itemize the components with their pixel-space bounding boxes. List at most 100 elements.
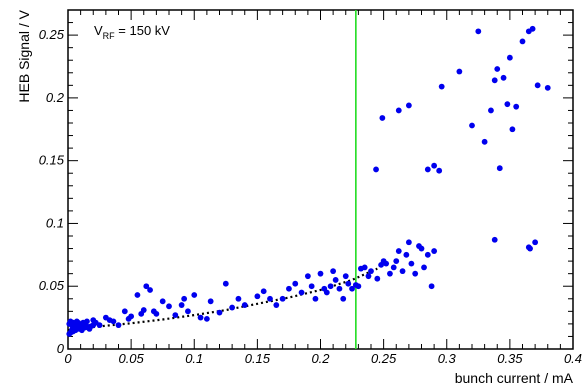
data-point: [506, 54, 513, 61]
data-point: [330, 268, 337, 275]
axis-ticks: [67, 9, 574, 350]
data-point: [185, 308, 191, 315]
data-point: [298, 289, 305, 296]
data-point: [504, 101, 511, 108]
data-point: [368, 268, 374, 275]
data-point: [332, 277, 339, 283]
data-point: [304, 273, 311, 280]
data-point: [395, 107, 402, 114]
data-point: [488, 107, 494, 114]
data-point: [134, 292, 141, 298]
vrf-suffix: = 150 kV: [115, 23, 171, 38]
data-point: [405, 239, 412, 246]
data-point: [496, 165, 503, 172]
data-point: [431, 248, 438, 254]
data-point: [115, 322, 122, 329]
data-point: [147, 287, 153, 293]
x-tick-label: 0.3: [438, 351, 457, 366]
data-point: [110, 318, 117, 325]
vrf-subscript: RF: [103, 31, 115, 41]
data-point: [532, 239, 539, 246]
data-point: [379, 115, 386, 121]
x-tick-label: 0.2: [311, 351, 330, 366]
data-point: [525, 244, 532, 251]
data-point: [143, 283, 150, 290]
x-tick-labels: 0 0.05 0.1 0.15 0.2 0.25 0.3 0.35 0.4: [64, 351, 582, 366]
data-point: [436, 167, 443, 174]
data-point: [387, 270, 393, 277]
x-tick-label: 0: [64, 351, 72, 366]
data-point: [317, 270, 324, 277]
data-point: [519, 38, 526, 45]
vrf-annotation: VRF = 150 kV: [94, 23, 170, 41]
data-point: [308, 283, 315, 290]
data-point: [340, 295, 347, 302]
x-tick-label: 0.4: [564, 351, 582, 366]
data-point: [345, 280, 352, 287]
data-point: [431, 162, 438, 169]
data-point: [286, 285, 292, 292]
data-point: [438, 83, 445, 90]
data-point: [222, 280, 229, 287]
data-point: [140, 307, 147, 313]
x-axis-title: bunch current / mA: [455, 370, 574, 386]
data-point: [336, 285, 343, 292]
data-point: [529, 25, 536, 32]
data-point: [509, 126, 516, 133]
data-point: [491, 77, 498, 84]
data-point: [403, 251, 410, 258]
data-point: [513, 103, 520, 110]
data-point: [327, 283, 334, 290]
data-point: [78, 327, 85, 334]
data-point: [500, 74, 507, 81]
data-point: [181, 295, 188, 302]
data-point: [355, 283, 362, 290]
data-point: [374, 275, 381, 282]
data-point: [390, 264, 397, 271]
data-point: [254, 293, 261, 300]
data-point: [412, 270, 419, 277]
x-tick-label: 0.1: [185, 351, 203, 366]
x-tick-label: 0.05: [118, 351, 144, 366]
data-points: [66, 25, 551, 337]
data-point: [361, 264, 368, 271]
y-tick-label: 0.1: [46, 215, 64, 230]
plot-frame: [67, 9, 574, 350]
data-point: [229, 304, 236, 311]
data-point: [408, 260, 415, 267]
data-point: [86, 326, 93, 332]
data-point: [456, 68, 463, 75]
data-point: [312, 295, 319, 302]
data-point: [273, 302, 280, 308]
data-point: [96, 322, 103, 329]
data-point: [491, 236, 498, 243]
data-point: [544, 84, 551, 91]
data-point: [128, 313, 135, 320]
data-point: [383, 260, 390, 267]
data-point: [172, 312, 179, 318]
data-point: [267, 295, 273, 302]
data-point: [534, 82, 541, 89]
y-tick-label: 0.25: [39, 27, 65, 42]
data-point: [68, 319, 75, 326]
data-point: [203, 315, 210, 322]
data-point: [405, 102, 412, 109]
data-point: [395, 248, 402, 254]
data-point: [197, 314, 204, 321]
data-point: [469, 122, 475, 129]
data-point: [235, 295, 242, 302]
data-point: [241, 302, 248, 308]
x-tick-label: 0.25: [371, 351, 397, 366]
y-tick-label: 0: [57, 341, 65, 356]
vrf-prefix: V: [94, 23, 103, 38]
data-point: [84, 318, 90, 325]
data-point: [121, 308, 128, 315]
data-point: [418, 245, 425, 252]
data-point: [207, 298, 214, 305]
data-point: [323, 289, 330, 296]
data-point: [260, 288, 267, 295]
data-point: [216, 309, 223, 316]
data-point: [428, 283, 435, 290]
data-point: [475, 28, 482, 35]
